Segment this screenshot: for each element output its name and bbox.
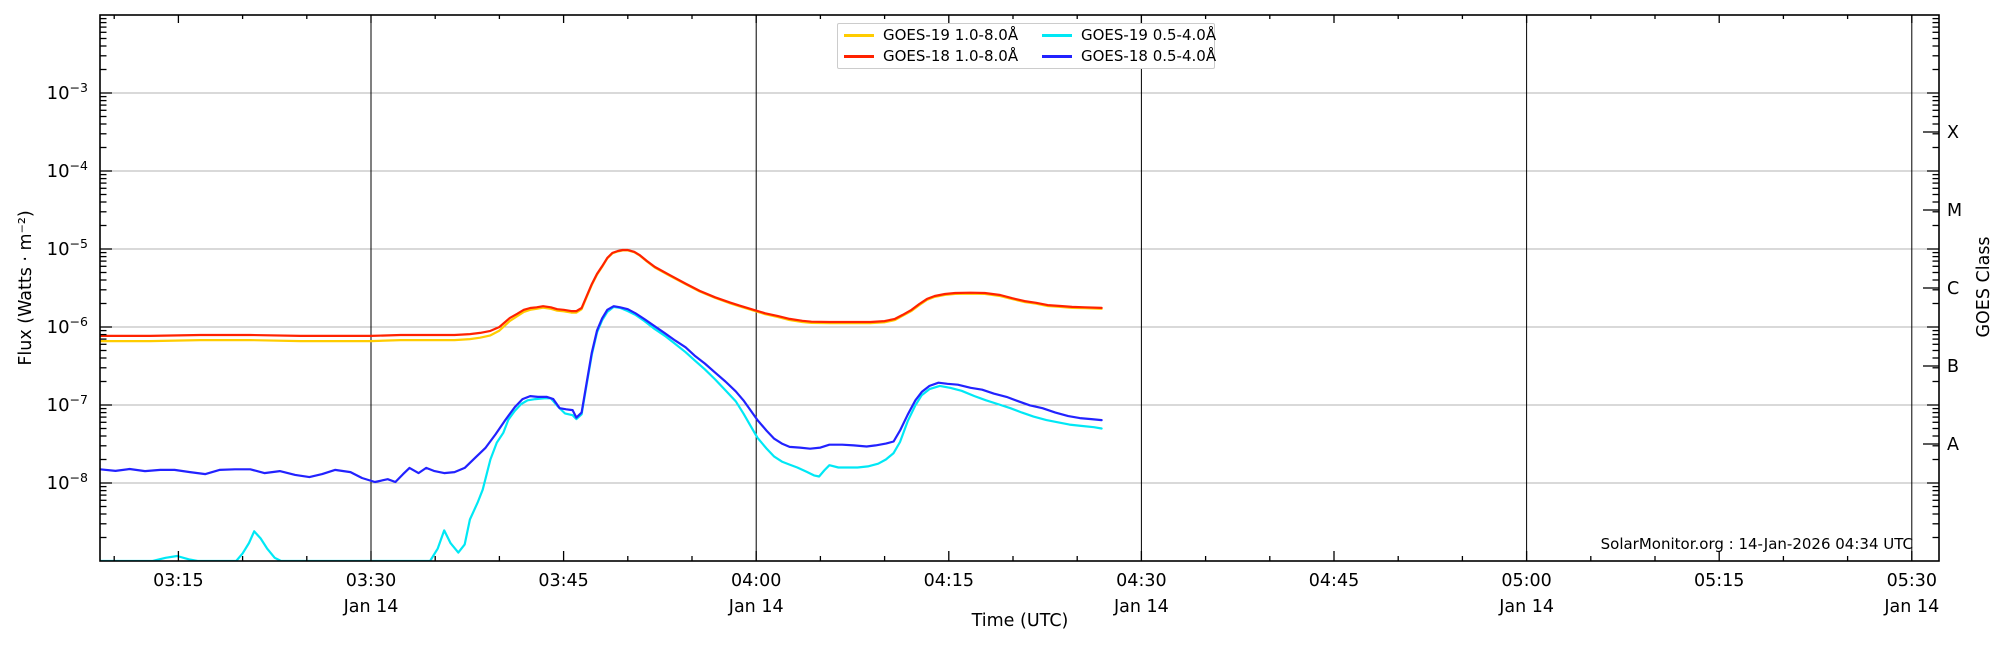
legend-item: GOES-19 0.5-4.0Å (1042, 28, 1218, 43)
svg-text:X: X (1947, 123, 1959, 143)
legend-label: GOES-18 0.5-4.0Å (1081, 47, 1217, 65)
goes-class-letters: X M C B A (1947, 123, 1962, 455)
svg-text:03:15: 03:15 (153, 571, 203, 591)
svg-text:05:30: 05:30 (1887, 571, 1937, 591)
svg-text:03:45: 03:45 (538, 571, 588, 591)
svg-text:04:15: 04:15 (924, 571, 974, 591)
svg-text:10−3: 10−3 (47, 80, 88, 104)
watermark: SolarMonitor.org : 14-Jan-2026 04:34 UTC (1600, 535, 1913, 553)
svg-text:M: M (1947, 201, 1962, 221)
y-tick-labels: 10−3 10−4 10−5 10−6 10−7 10−8 (47, 80, 88, 494)
legend-line-swatch (844, 34, 874, 37)
svg-text:A: A (1947, 435, 1959, 455)
legend-item: GOES-18 0.5-4.0Å (1042, 49, 1218, 64)
y-axis-title: Flux (Watts · m⁻²) (16, 210, 36, 366)
svg-text:05:00: 05:00 (1501, 571, 1551, 591)
svg-text:Jan 14: Jan 14 (343, 597, 399, 617)
legend-item: GOES-19 1.0-8.0Å (844, 28, 1042, 43)
series-3 (100, 305, 1103, 484)
axis-ticks (100, 15, 1939, 561)
svg-text:Jan 14: Jan 14 (1113, 597, 1169, 617)
x-axis-title: Time (UTC) (971, 611, 1069, 631)
x-gridlines (370, 15, 1913, 561)
svg-text:04:30: 04:30 (1116, 571, 1166, 591)
svg-text:10−6: 10−6 (47, 314, 88, 338)
svg-text:03:30: 03:30 (346, 571, 396, 591)
series-2 (100, 305, 1103, 561)
svg-text:10−8: 10−8 (47, 470, 88, 494)
x-tick-labels: 03:15 03:30 Jan 14 03:45 04:00 Jan 14 04:15 04:… (153, 571, 1939, 617)
svg-text:Jan 14: Jan 14 (1498, 597, 1554, 617)
legend-line-swatch (1042, 55, 1072, 58)
legend-label: GOES-18 1.0-8.0Å (883, 47, 1019, 65)
svg-text:05:15: 05:15 (1694, 571, 1744, 591)
series-1 (100, 248, 1103, 337)
svg-text:Jan 14: Jan 14 (728, 597, 784, 617)
series-lines (100, 248, 1103, 561)
legend-label: GOES-19 1.0-8.0Å (883, 26, 1019, 44)
svg-text:04:45: 04:45 (1309, 571, 1359, 591)
legend-line-swatch (1042, 34, 1072, 37)
svg-text:C: C (1947, 279, 1959, 299)
svg-text:10−5: 10−5 (47, 236, 88, 260)
svg-text:Jan 14: Jan 14 (1883, 597, 1939, 617)
legend-line-swatch (844, 55, 874, 58)
right-axis-title: GOES Class (1974, 236, 1994, 338)
y-gridlines (100, 92, 1939, 484)
legend: GOES-19 1.0-8.0Å GOES-18 1.0-8.0Å GOES-19 … (837, 23, 1218, 69)
svg-text:B: B (1947, 357, 1959, 377)
svg-text:10−4: 10−4 (47, 158, 88, 182)
svg-text:10−7: 10−7 (47, 392, 88, 416)
legend-item: GOES-18 1.0-8.0Å (844, 49, 1042, 64)
svg-text:04:00: 04:00 (731, 571, 781, 591)
plot-frame (99, 14, 1940, 562)
legend-label: GOES-19 0.5-4.0Å (1081, 26, 1217, 44)
